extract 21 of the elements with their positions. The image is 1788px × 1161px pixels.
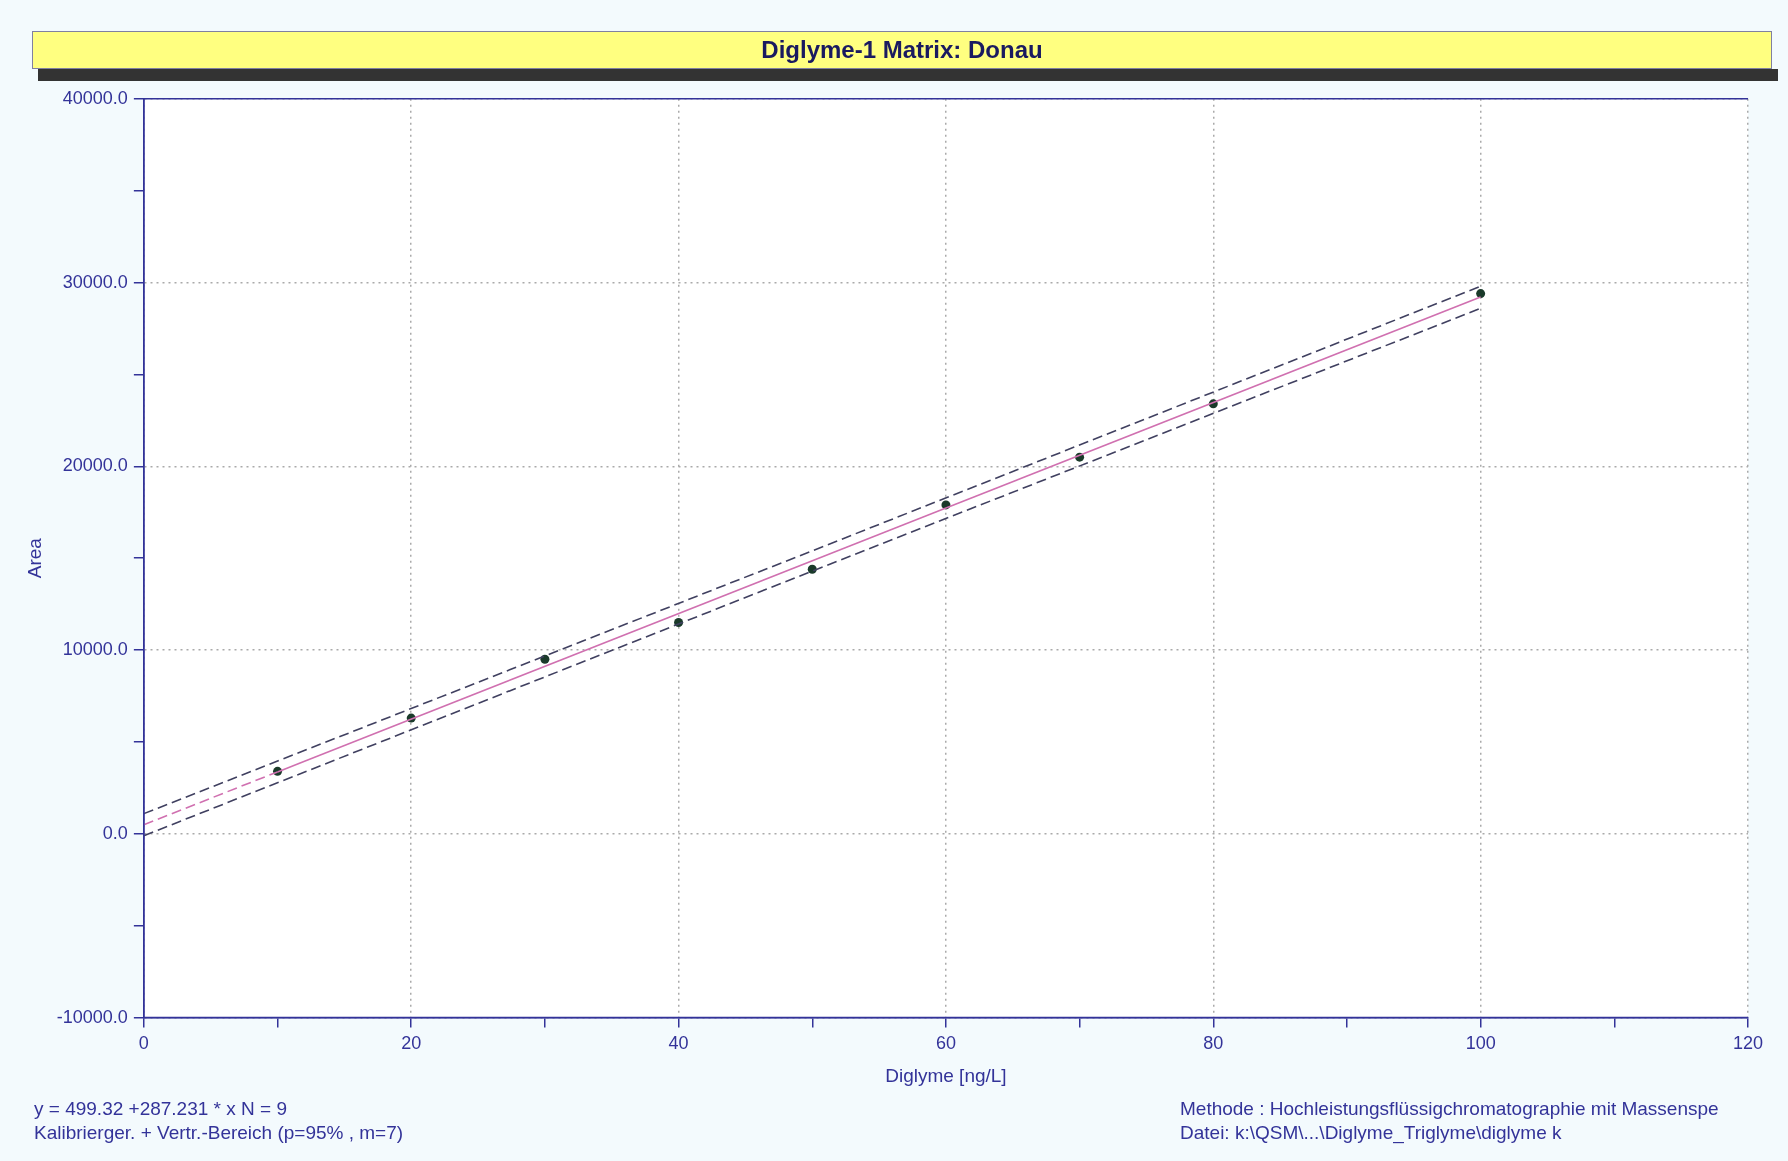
y-tick-label: 20000.0 xyxy=(62,455,128,476)
y-tick-label: -10000.0 xyxy=(56,1006,128,1027)
x-tick-label: 120 xyxy=(1732,1033,1764,1054)
text: y = 499.32 +287.231 * x N = 9 xyxy=(34,1098,287,1120)
x-tick-label: 60 xyxy=(935,1033,956,1054)
text: Kalibrierger. + Vertr.-Bereich (p=95% , m=7) xyxy=(34,1122,404,1144)
x-tick-label: 80 xyxy=(1203,1033,1224,1054)
x-axis-title: Diglyme [ng/L] xyxy=(885,1064,1007,1086)
text: Datei: k:\QSM\...\Diglyme_Triglyme\diglyme k xyxy=(1180,1122,1562,1144)
y-tick-label: 30000.0 xyxy=(62,271,128,292)
x-tick-label: 40 xyxy=(668,1033,689,1054)
y-tick-label: 0.0 xyxy=(102,822,128,843)
point xyxy=(1476,289,1486,299)
text: Methode : Hochleistungsflüssigchromatographie mit Massenspe xyxy=(1180,1098,1719,1120)
y-tick-label: 40000.0 xyxy=(62,87,128,108)
x-tick-label: 100 xyxy=(1465,1033,1496,1054)
chart-title: Diglyme-1 Matrix: Donau xyxy=(32,31,1772,69)
x-tick-label: 0 xyxy=(138,1033,149,1054)
y-tick-label: 10000.0 xyxy=(62,639,128,660)
x-tick-label: 20 xyxy=(401,1033,422,1054)
y-axis-title: Area xyxy=(23,537,45,579)
